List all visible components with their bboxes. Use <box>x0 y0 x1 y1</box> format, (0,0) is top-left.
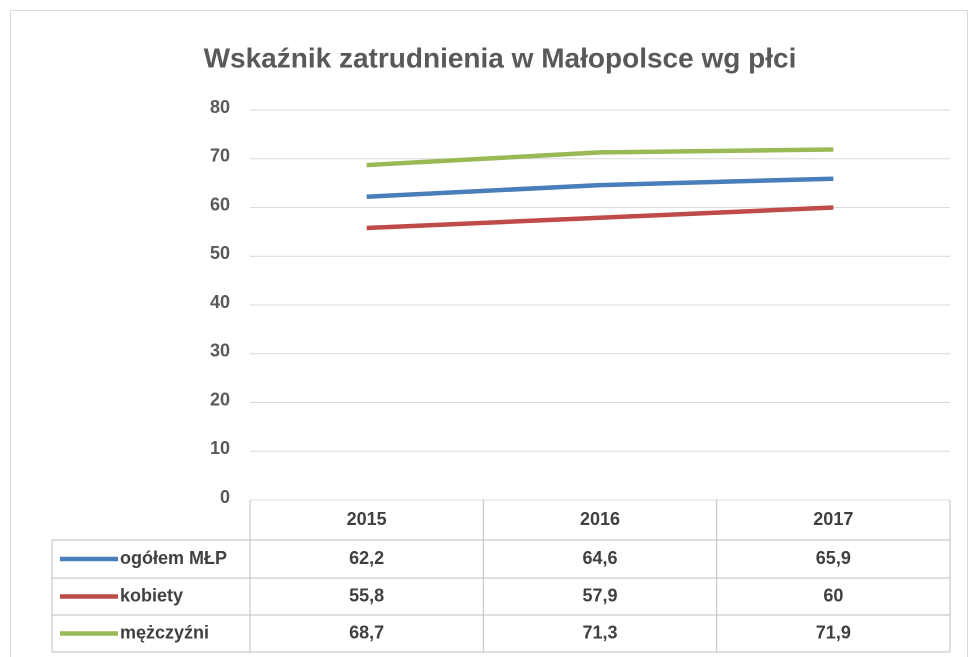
y-tick-label: 40 <box>210 292 230 312</box>
y-tick-label: 30 <box>210 341 230 361</box>
y-tick-label: 0 <box>220 487 230 507</box>
chart-border <box>10 10 968 657</box>
table-value: 65,9 <box>816 548 851 568</box>
table-value: 62,2 <box>349 548 384 568</box>
table-value: 55,8 <box>349 585 384 605</box>
y-tick-label: 10 <box>210 438 230 458</box>
table-value: 71,9 <box>816 622 851 642</box>
y-tick-label: 60 <box>210 194 230 214</box>
series-line <box>366 147 834 168</box>
y-tick-label: 20 <box>210 389 230 409</box>
series-line <box>366 176 834 200</box>
table-value: 68,7 <box>349 622 384 642</box>
table-value: 60 <box>823 585 843 605</box>
x-tick-label: 2016 <box>580 509 620 529</box>
y-tick-label: 70 <box>210 146 230 166</box>
legend-label: ogółem MŁP <box>120 548 227 568</box>
chart-title: Wskaźnik zatrudnienia w Małopolsce wg pł… <box>204 42 797 73</box>
legend-label: kobiety <box>120 585 183 605</box>
y-tick-label: 50 <box>210 243 230 263</box>
table-value: 71,3 <box>582 622 617 642</box>
table-value: 64,6 <box>582 548 617 568</box>
series-line <box>366 205 834 231</box>
x-tick-label: 2017 <box>813 509 853 529</box>
legend-label: mężczyźni <box>120 622 209 642</box>
table-value: 57,9 <box>582 585 617 605</box>
x-tick-label: 2015 <box>347 509 387 529</box>
y-tick-label: 80 <box>210 97 230 117</box>
